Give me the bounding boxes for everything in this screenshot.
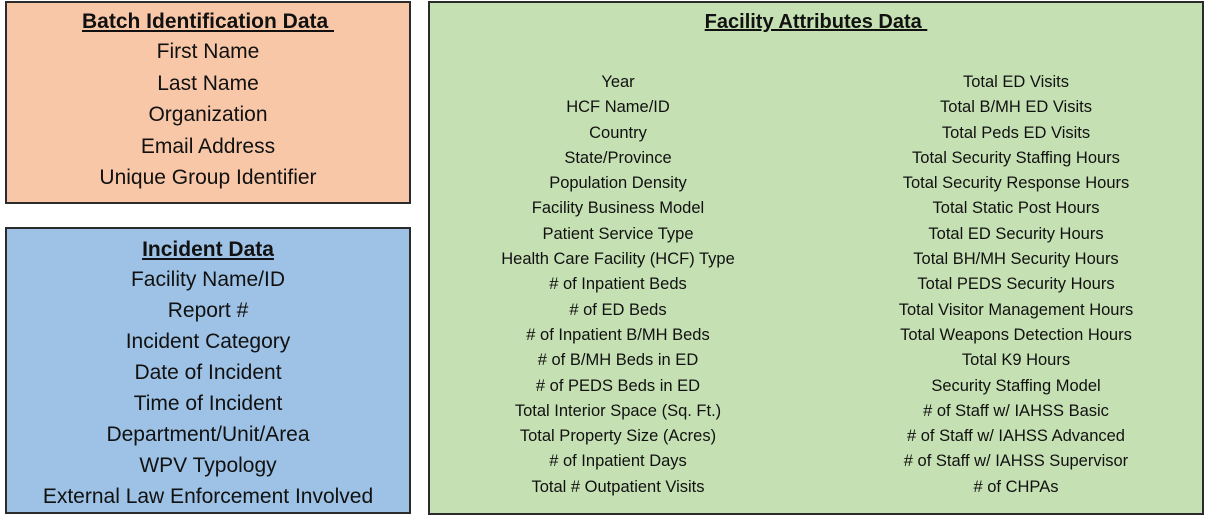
facility-item: Total Security Response Hours	[902, 174, 1130, 193]
facility-item: # of ED Beds	[569, 300, 667, 319]
batch-item: Email Address	[140, 134, 276, 158]
incident-data-list: Facility Name/ID Report # Incident Categ…	[7, 264, 409, 512]
facility-item: Total Peds ED Visits	[941, 123, 1091, 142]
incident-data-title: Incident Data	[142, 238, 274, 261]
incident-item: Report #	[167, 299, 249, 322]
facility-item: Total BH/MH Security Hours	[913, 250, 1119, 269]
incident-data-box: Incident Data Facility Name/ID Report # …	[5, 227, 411, 514]
incident-item: WPV Typology	[139, 454, 277, 477]
facility-item: Year	[601, 73, 635, 91]
facility-attributes-box: Facility Attributes Data Year HCF Name/I…	[428, 1, 1204, 515]
facility-item: # of CHPAs	[973, 477, 1059, 496]
facility-item: Health Care Facility (HCF) Type	[501, 250, 735, 269]
facility-item: # of Inpatient B/MH Beds	[526, 325, 710, 344]
batch-item: Unique Group Identifier	[99, 166, 317, 189]
facility-item: # of Inpatient Days	[549, 452, 687, 471]
facility-item: HCF Name/ID	[566, 98, 670, 117]
facility-item: State/Province	[564, 148, 672, 167]
facility-item: Total Interior Space (Sq. Ft.)	[514, 401, 722, 420]
incident-item: Incident Category	[125, 330, 291, 353]
facility-item: # of PEDS Beds in ED	[535, 376, 701, 395]
facility-item: Total ED Security Hours	[928, 224, 1104, 243]
facility-right-column: Total ED Visits Total B/MH ED Visits Tot…	[866, 70, 1166, 500]
facility-item: Total Weapons Detection Hours	[900, 325, 1132, 344]
facility-item: Total Static Post Hours	[932, 199, 1100, 218]
facility-item: # of Staff w/ IAHSS Basic	[923, 401, 1109, 420]
incident-item: Time of Incident	[133, 392, 283, 415]
facility-item: # of Staff w/ IAHSS Advanced	[907, 427, 1125, 446]
facility-item: # of Staff w/ IAHSS Supervisor	[903, 452, 1129, 471]
facility-item: Total Security Staffing Hours	[912, 148, 1120, 167]
facility-item: Total B/MH ED Visits	[940, 98, 1092, 117]
incident-item: Department/Unit/Area	[106, 423, 310, 446]
incident-item: External Law Enforcement Involved	[42, 485, 374, 508]
facility-left-column: Year HCF Name/ID Country State/Province …	[468, 70, 768, 500]
batch-identification-box: Batch Identification Data First Name Las…	[5, 1, 411, 204]
batch-item: First Name	[156, 40, 260, 63]
facility-item: Total Property Size (Acres)	[519, 427, 717, 446]
batch-item: Organization	[148, 103, 268, 126]
facility-item: Total # Outpatient Visits	[531, 477, 705, 496]
facility-item: Total Visitor Management Hours	[898, 300, 1134, 319]
facility-item: # of Inpatient Beds	[549, 275, 687, 294]
facility-item: Patient Service Type	[542, 224, 694, 243]
batch-identification-list: First Name Last Name Organization Email …	[7, 36, 409, 194]
facility-item: Country	[589, 123, 647, 142]
facility-item: # of B/MH Beds in ED	[537, 351, 699, 370]
facility-item: Security Staffing Model	[931, 376, 1101, 395]
facility-item: Population Density	[549, 174, 687, 193]
batch-item: Last Name	[157, 71, 259, 95]
facility-item: Facility Business Model	[531, 199, 705, 218]
incident-item: Facility Name/ID	[130, 268, 286, 291]
facility-attributes-title: Facility Attributes Data	[704, 11, 928, 33]
facility-item: Total K9 Hours	[961, 351, 1071, 370]
facility-item: Total PEDS Security Hours	[917, 275, 1115, 294]
facility-item: Total ED Visits	[962, 73, 1070, 91]
incident-item: Date of Incident	[134, 361, 282, 384]
batch-identification-title: Batch Identification Data	[81, 10, 335, 33]
